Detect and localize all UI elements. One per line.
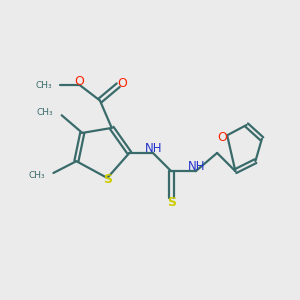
Text: CH₃: CH₃ <box>28 171 45 180</box>
Text: NH: NH <box>146 142 163 155</box>
Text: S: S <box>167 196 176 209</box>
Text: O: O <box>117 77 127 90</box>
Text: O: O <box>217 130 227 143</box>
Text: CH₃: CH₃ <box>36 81 52 90</box>
Text: O: O <box>74 75 84 88</box>
Text: S: S <box>103 173 112 186</box>
Text: NH: NH <box>188 160 206 173</box>
Text: CH₃: CH₃ <box>37 108 53 117</box>
